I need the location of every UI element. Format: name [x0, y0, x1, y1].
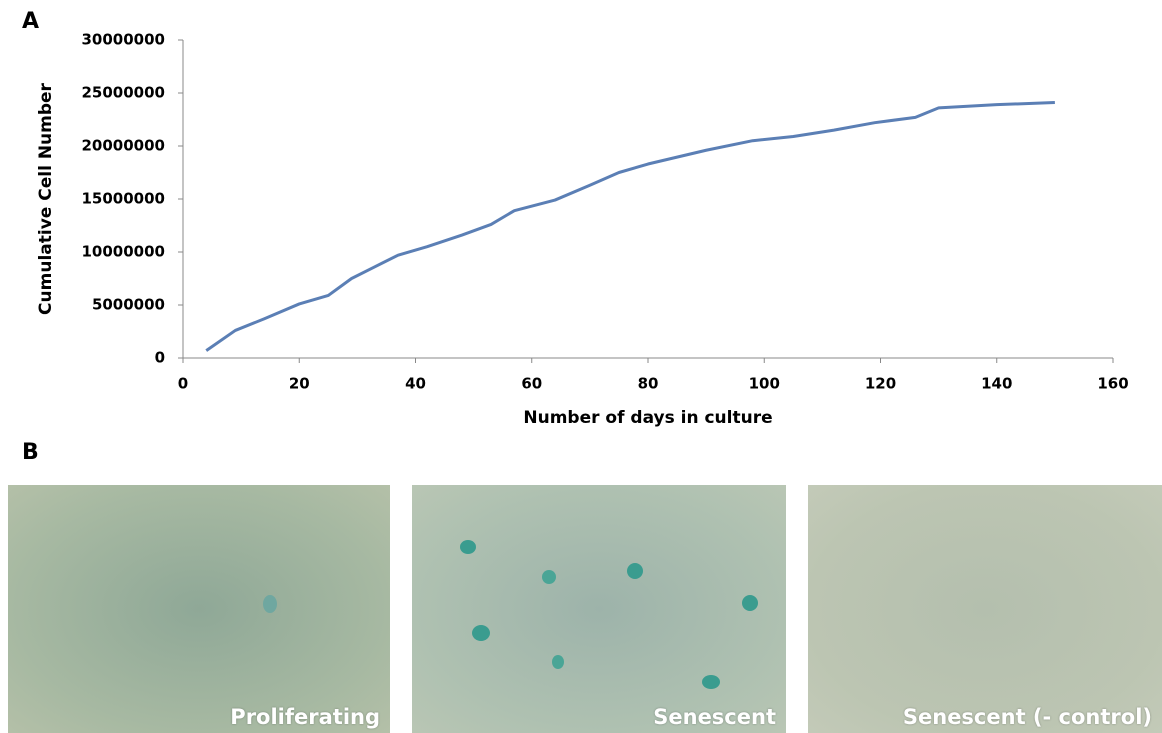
x-tick-label: 20 — [289, 375, 310, 393]
x-tick-label: 0 — [178, 375, 188, 393]
y-tick-label: 0 — [155, 349, 165, 367]
micrograph: Proliferating — [8, 485, 390, 733]
chart: A Number of days in culture Cumulative C… — [22, 9, 1129, 428]
y-tick-label: 10000000 — [82, 243, 166, 261]
stain — [552, 655, 564, 669]
image-caption: Proliferating — [230, 705, 380, 729]
stain — [702, 675, 720, 689]
stain — [472, 625, 490, 641]
x-tick-label: 160 — [1097, 375, 1128, 393]
stain — [263, 595, 277, 613]
y-tick-label: 30000000 — [82, 31, 166, 49]
x-tick-label: 100 — [749, 375, 780, 393]
y-tick-label: 15000000 — [82, 190, 166, 208]
x-tick-label: 60 — [521, 375, 542, 393]
panel-label: A — [22, 9, 39, 34]
y-tick-label: 25000000 — [82, 84, 166, 102]
x-tick-label: 120 — [865, 375, 896, 393]
x-tick-label: 140 — [981, 375, 1012, 393]
image-caption: Senescent (- control) — [902, 705, 1152, 729]
y-axis-title: Cumulative Cell Number — [36, 82, 56, 314]
stain — [742, 595, 758, 611]
x-tick-label: 80 — [638, 375, 659, 393]
x-axis-title: Number of days in culture — [523, 408, 772, 428]
stain — [460, 540, 476, 554]
x-tick-label: 40 — [405, 375, 426, 393]
panel-label: B — [22, 440, 39, 465]
data-line — [205, 101, 1055, 352]
y-tick-label: 5000000 — [92, 296, 165, 314]
image-caption: Senescent — [653, 705, 776, 729]
stain — [627, 563, 643, 579]
y-tick-label: 20000000 — [82, 137, 166, 155]
stain — [542, 570, 556, 584]
micrograph: Senescent — [412, 485, 786, 733]
micrograph: Senescent (- control) — [808, 485, 1162, 733]
